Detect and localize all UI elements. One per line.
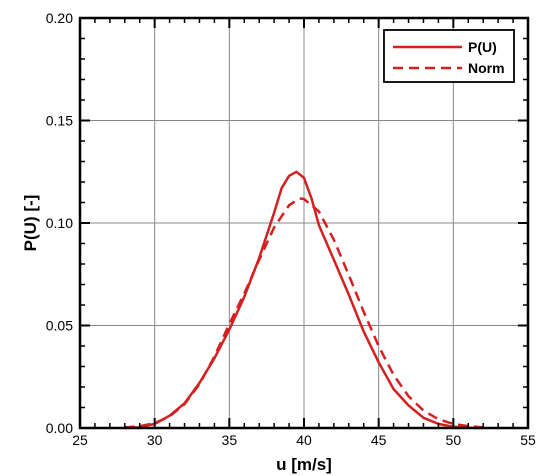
y-tick-label: 0.05 (46, 318, 73, 334)
legend-label-norm: Norm (468, 60, 505, 76)
series-line-norm (124, 197, 484, 429)
legend-box (383, 29, 515, 83)
x-tick-label: 45 (371, 432, 387, 448)
y-axis-tick-labels: 0.00 0.05 0.10 0.15 0.20 (46, 10, 73, 436)
legend: P(U) Norm (383, 29, 515, 83)
data-series (123, 170, 485, 430)
series-line-pu (123, 170, 485, 430)
y-axis-title: P(U) [-] (21, 195, 40, 252)
x-tick-label: 30 (147, 432, 163, 448)
y-tick-label: 0.15 (46, 113, 73, 129)
legend-label-pu: P(U) (468, 39, 497, 55)
x-axis-tick-labels: 25 30 35 40 45 50 55 (72, 432, 536, 448)
x-tick-label: 35 (222, 432, 238, 448)
x-tick-label: 25 (72, 432, 88, 448)
x-tick-label: 50 (446, 432, 462, 448)
y-tick-label: 0.00 (46, 420, 73, 436)
x-axis-title: u [m/s] (276, 455, 332, 474)
x-tick-label: 40 (296, 432, 312, 448)
y-tick-label: 0.10 (46, 215, 73, 231)
grid-lines (80, 18, 528, 428)
axis-ticks (79, 17, 529, 429)
y-tick-label: 0.20 (46, 10, 73, 26)
x-tick-label: 55 (520, 432, 536, 448)
